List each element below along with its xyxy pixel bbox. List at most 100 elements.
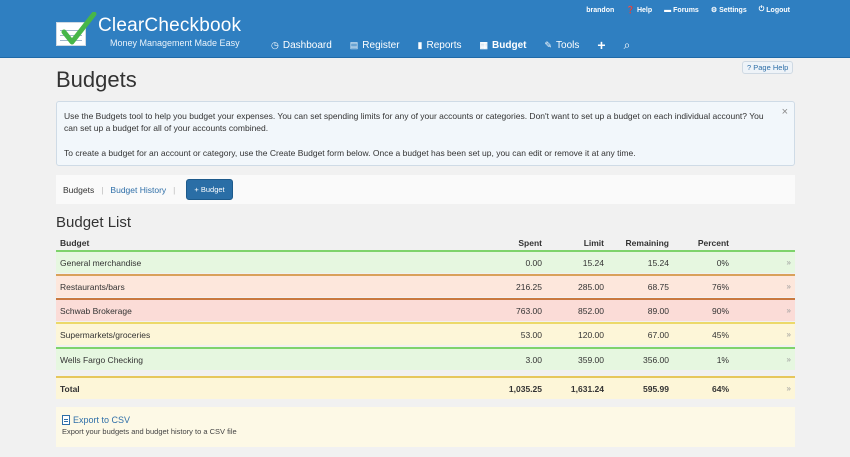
brand-tagline: Money Management Made Easy	[110, 38, 240, 48]
export-panel: Export to CSV Export your budgets and bu…	[56, 407, 795, 447]
nav-dashboard[interactable]: ◷ Dashboard	[271, 40, 332, 51]
expand-icon[interactable]: »	[786, 282, 791, 291]
budget-remaining: 67.00	[647, 330, 669, 340]
budget-icon: ▦	[479, 39, 489, 50]
separator: |	[101, 184, 104, 195]
budget-limit: 852.00	[578, 306, 604, 316]
budget-spent: 0.00	[525, 258, 542, 268]
budget-name: Schwab Brokerage	[60, 306, 132, 316]
expand-icon[interactable]: »	[786, 355, 791, 364]
budget-percent: 0%	[716, 258, 729, 268]
forums-link[interactable]: ▬ Forums	[664, 6, 699, 14]
settings-link[interactable]: ⚙ Settings	[710, 6, 747, 15]
nav-reports-label: Reports	[426, 39, 462, 51]
budget-remaining: 89.00	[647, 306, 669, 316]
budget-spent: 53.00	[520, 330, 542, 340]
total-remaining: 595.99	[643, 384, 669, 394]
header-spent: Spent	[518, 238, 542, 248]
nav-dashboard-label: Dashboard	[282, 39, 332, 51]
logout-link[interactable]: ⏻ Logout	[759, 6, 790, 14]
clearcheckbook-logo[interactable]	[56, 12, 97, 48]
budget-limit: 120.00	[578, 330, 604, 340]
total-limit: 1,631.24	[570, 384, 604, 394]
register-icon: ▤	[349, 39, 359, 50]
table-row[interactable]: Supermarkets/groceries 53.00 120.00 67.0…	[56, 322, 795, 345]
page-help-button[interactable]: ? Page Help	[742, 61, 794, 74]
info-alert: Use the Budgets tool to help you budget …	[56, 101, 795, 166]
budget-name: Wells Fargo Checking	[60, 355, 143, 365]
table-row[interactable]: Schwab Brokerage 763.00 852.00 89.00 90%…	[56, 298, 795, 321]
tab-budgets[interactable]: Budgets	[63, 184, 95, 195]
expand-icon[interactable]: »	[786, 306, 791, 315]
settings-label: Settings	[719, 6, 747, 14]
user-name: brandon	[586, 6, 615, 14]
total-spent: 1,035.25	[508, 384, 542, 394]
close-icon[interactable]: ×	[781, 106, 788, 118]
total-percent: 64%	[711, 384, 729, 394]
export-csv-link[interactable]: Export to CSV	[62, 415, 789, 425]
separator: |	[173, 184, 176, 195]
table-row[interactable]: General merchandise 0.00 15.24 15.24 0% …	[56, 250, 795, 273]
nav-budget[interactable]: ▦ Budget	[480, 40, 527, 51]
budget-name: General merchandise	[60, 258, 142, 268]
forums-icon: ▬	[664, 6, 672, 14]
search-icon[interactable]: ⌕	[623, 37, 631, 52]
expand-icon[interactable]: »	[786, 258, 791, 267]
budget-remaining: 15.24	[647, 258, 669, 268]
budget-limit: 15.24	[582, 258, 604, 268]
nav-reports[interactable]: ▮ Reports	[418, 40, 462, 51]
document-icon	[62, 415, 70, 425]
total-label: Total	[60, 384, 80, 394]
gear-icon: ⚙	[710, 7, 718, 14]
export-csv-label: Export to CSV	[73, 415, 131, 425]
budget-limit: 285.00	[578, 282, 604, 292]
export-description: Export your budgets and budget history t…	[62, 427, 237, 436]
help-icon: ❓	[626, 7, 635, 14]
nav-register[interactable]: ▤ Register	[350, 40, 400, 51]
brand-name[interactable]: ClearCheckbook	[98, 15, 242, 36]
top-header: ClearCheckbook Money Management Made Eas…	[0, 0, 850, 58]
table-row[interactable]: Wells Fargo Checking 3.00 359.00 356.00 …	[56, 347, 795, 370]
logout-label: Logout	[766, 6, 790, 14]
nav-tools[interactable]: ✎ Tools	[544, 40, 579, 51]
budget-name: Restaurants/bars	[60, 282, 125, 292]
reports-icon: ▮	[417, 39, 423, 50]
add-budget-button[interactable]: + Budget	[186, 179, 233, 200]
main-nav: ◷ Dashboard ▤ Register ▮ Reports ▦ Budget ✎ T…	[271, 37, 648, 53]
user-menu[interactable]: brandon	[586, 6, 614, 14]
budget-percent: 1%	[716, 355, 729, 365]
budget-subnav: Budgets | Budget History | + Budget	[56, 175, 795, 204]
tab-budget-history[interactable]: Budget History	[110, 184, 167, 195]
table-row[interactable]: Restaurants/bars 216.25 285.00 68.75 76%…	[56, 274, 795, 297]
checkmark-icon	[61, 12, 97, 45]
budget-spent: 216.25	[516, 282, 542, 292]
budget-percent: 76%	[711, 282, 729, 292]
budget-remaining: 356.00	[643, 355, 669, 365]
budget-name: Supermarkets/groceries	[60, 330, 151, 340]
info-text-1: Use the Budgets tool to help you budget …	[64, 111, 764, 133]
logout-icon: ⏻	[758, 6, 765, 13]
budget-spent: 3.00	[525, 355, 542, 365]
nav-tools-label: Tools	[556, 39, 580, 51]
forums-label: Forums	[673, 6, 699, 14]
user-nav: brandon ❓ Help ▬ Forums ⚙ Settings ⏻ Logout	[586, 6, 790, 14]
info-text-2: To create a budget for an account or cat…	[64, 148, 636, 158]
add-icon[interactable]: +	[597, 37, 606, 53]
budget-remaining: 68.75	[647, 282, 669, 292]
nav-budget-label: Budget	[492, 39, 527, 51]
dashboard-icon: ◷	[271, 39, 279, 50]
total-row[interactable]: Total 1,035.25 1,631.24 595.99 64% »	[56, 376, 795, 399]
expand-icon[interactable]: »	[786, 330, 791, 339]
header-limit: Limit	[583, 238, 604, 248]
nav-register-label: Register	[362, 39, 400, 51]
budget-list-title: Budget List	[56, 214, 132, 231]
help-link[interactable]: ❓ Help	[626, 6, 653, 15]
budget-percent: 45%	[711, 330, 729, 340]
budget-limit: 359.00	[578, 355, 604, 365]
expand-icon[interactable]: »	[786, 384, 791, 393]
help-label: Help	[636, 6, 653, 14]
budget-spent: 763.00	[516, 306, 542, 316]
tools-icon: ✎	[544, 39, 553, 50]
budget-percent: 90%	[711, 306, 729, 316]
header-percent: Percent	[697, 238, 729, 248]
